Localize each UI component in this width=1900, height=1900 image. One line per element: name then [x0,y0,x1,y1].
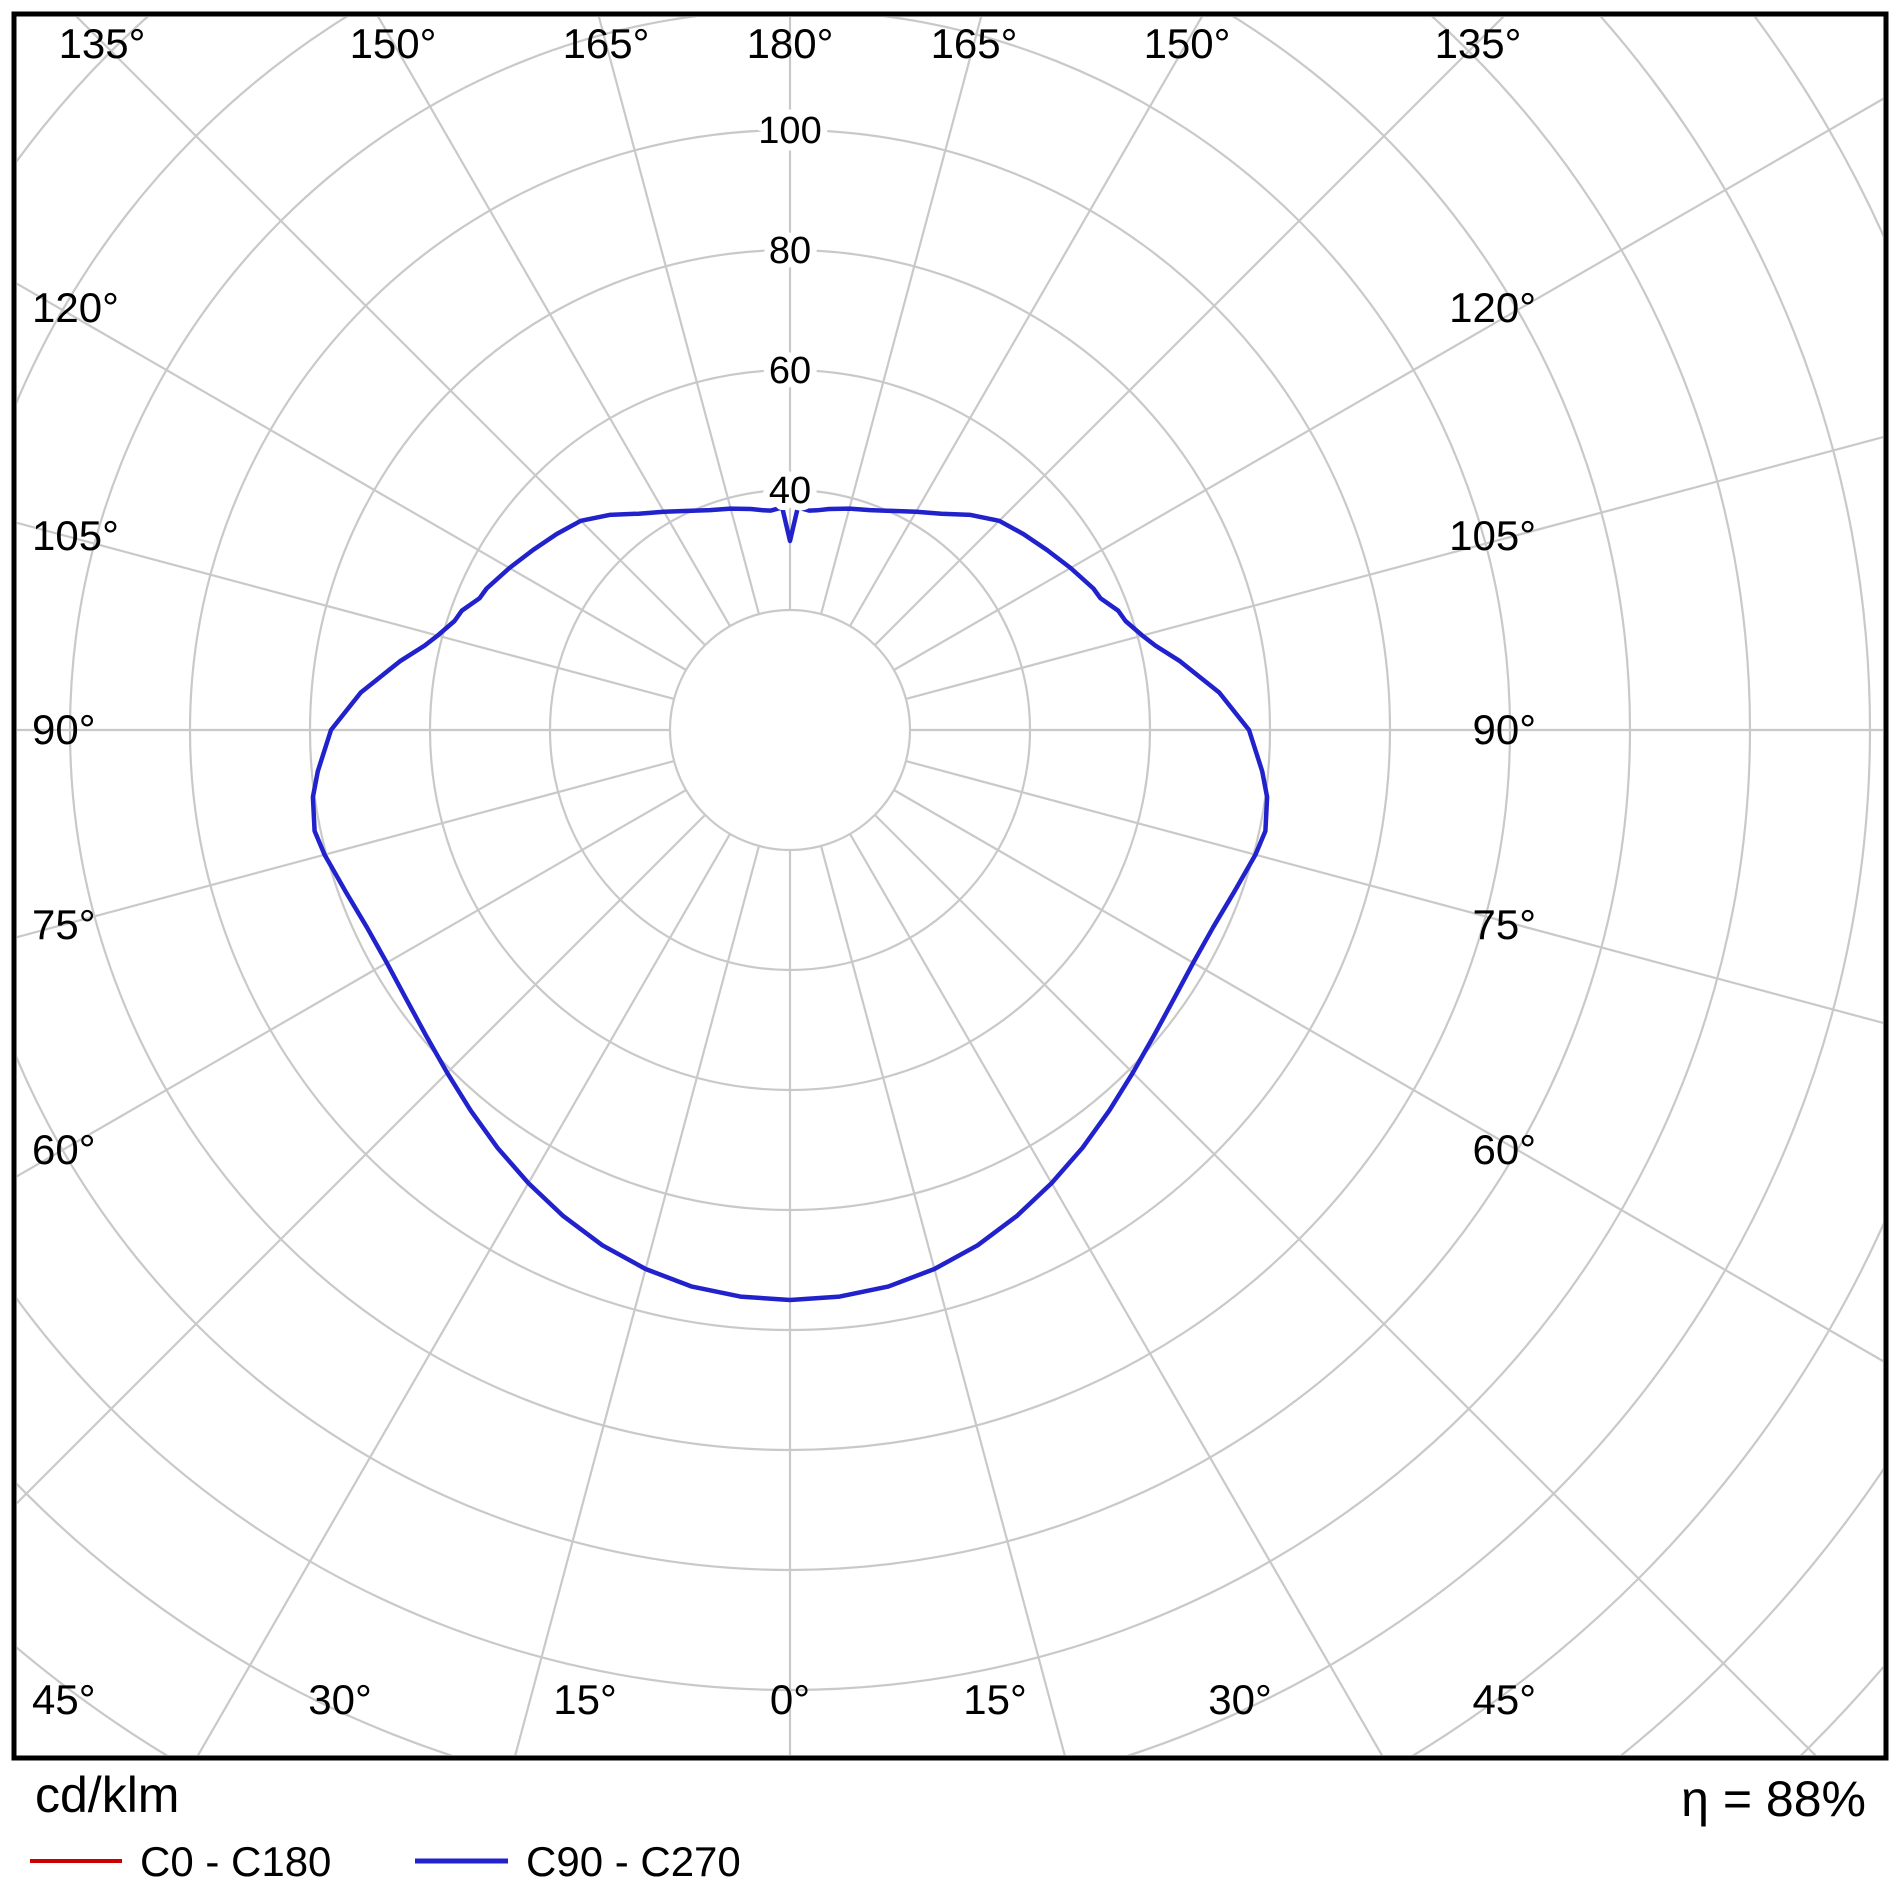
c90-c270-curve [310,505,1270,1303]
angle-label: 150° [1144,20,1231,67]
grid-ray [819,845,1066,1755]
grid-ray [893,789,1883,1363]
grid-ray [874,17,1505,646]
intensity-curves [310,505,1270,1303]
grid-ray [893,97,1883,671]
angle-label: 45° [32,1676,96,1723]
grid-ray [17,789,687,1178]
angle-label: 45° [1472,1676,1536,1723]
angle-label: 135° [59,20,146,67]
angle-label: 75° [1472,901,1536,948]
angle-label: 30° [308,1676,372,1723]
efficiency-label: η = 88% [1681,1771,1866,1827]
legend: C0 - C180 C90 - C270 [30,1838,741,1885]
grid-ray [17,759,675,939]
grid-ray [17,521,675,701]
radial-tick-label: 80 [769,230,811,272]
grid-ray [514,845,761,1755]
grid-ray [819,17,983,615]
angle-label: 90° [1472,706,1536,753]
grid-ray [196,833,731,1755]
chart-frame [11,11,1889,1761]
angle-label: 180° [747,20,834,67]
grid-circle [17,17,1631,1571]
angle-label: 90° [32,706,96,753]
angle-label: 135° [1435,20,1522,67]
radial-tick-label: 60 [769,350,811,392]
grid-circle [668,608,912,852]
angle-label: 150° [350,20,437,67]
grid-ray [849,833,1384,1755]
grid-ray [17,814,706,1505]
angle-label: 105° [1449,512,1536,559]
angle-label: 165° [563,20,650,67]
angle-label: 75° [32,901,96,948]
grid-ray [874,814,1817,1755]
angle-label: 0° [770,1676,810,1723]
grid-ray [849,17,1203,627]
angle-label: 120° [32,284,119,331]
angle-label: 120° [1449,284,1536,331]
radial-labels: 40 60 80 100 [751,103,828,519]
grid-ray [75,17,706,646]
angle-label: 165° [931,20,1018,67]
radial-tick-label: 40 [769,470,811,512]
angle-label: 60° [32,1126,96,1173]
angle-labels: 135° 150° 165° 180° 165° 150° 135° 120° 105° 90° 7… [32,20,1536,1723]
units-label: cd/klm [35,1767,179,1823]
grid-ray [17,282,687,671]
angle-label: 105° [32,512,119,559]
grid-ray [905,759,1883,1025]
grid-ray [905,435,1883,701]
grid-ray [597,17,761,615]
angle-label: 15° [963,1676,1027,1723]
radial-tick-label: 100 [758,110,821,152]
legend-label-c90-c270: C90 - C270 [526,1838,741,1885]
legend-label-c0-c180: C0 - C180 [140,1838,331,1885]
grid-circle [17,17,1751,1691]
grid-ray [377,17,731,627]
angle-label: 15° [553,1676,617,1723]
angle-label: 60° [1472,1126,1536,1173]
angle-label: 30° [1208,1676,1272,1723]
